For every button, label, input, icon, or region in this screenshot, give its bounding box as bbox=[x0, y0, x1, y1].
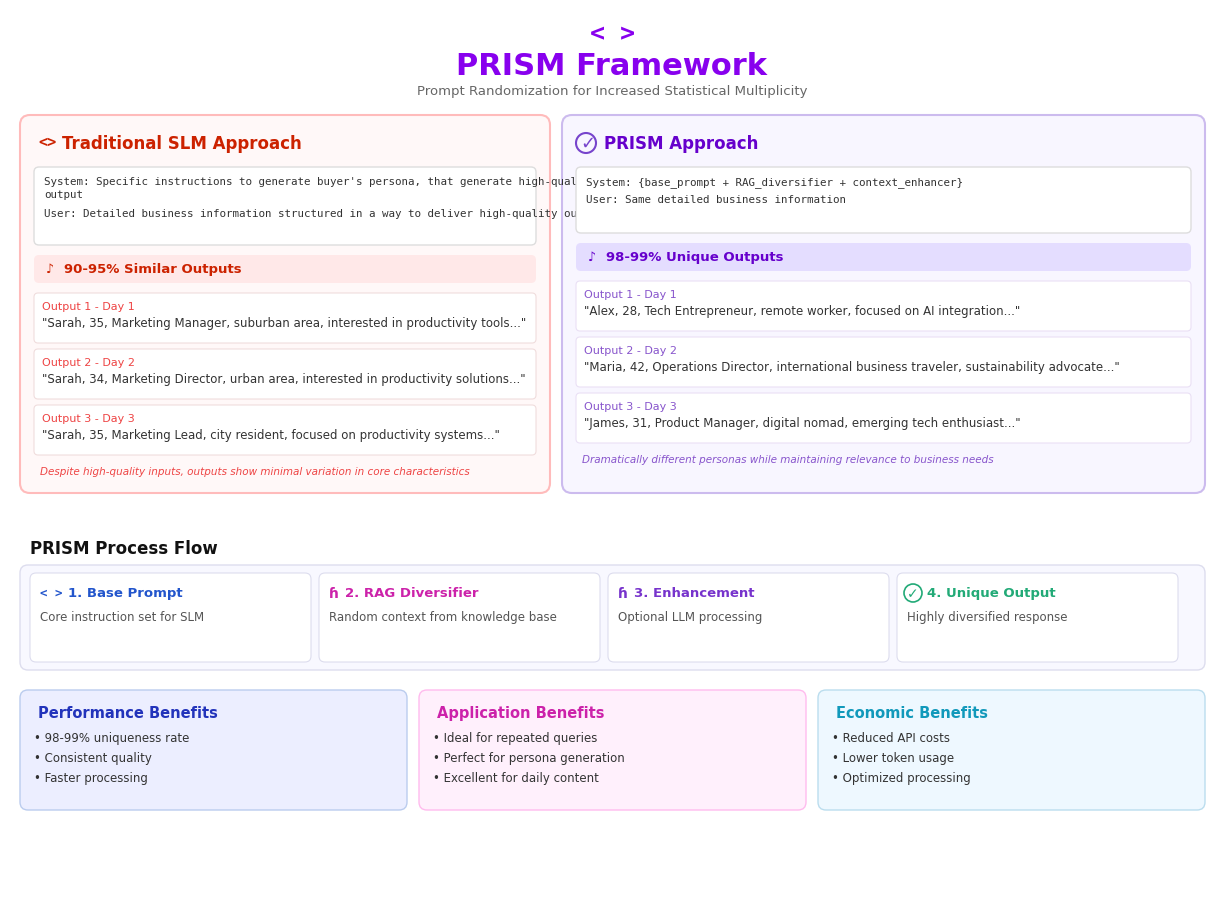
Text: User: Detailed business information structured in a way to deliver high-quality : User: Detailed business information stru… bbox=[44, 209, 603, 219]
Text: PRISM Approach: PRISM Approach bbox=[604, 135, 758, 153]
Text: "Sarah, 35, Marketing Lead, city resident, focused on productivity systems...": "Sarah, 35, Marketing Lead, city residen… bbox=[42, 429, 500, 442]
Text: Economic Benefits: Economic Benefits bbox=[835, 706, 989, 721]
FancyBboxPatch shape bbox=[29, 573, 311, 662]
FancyBboxPatch shape bbox=[576, 243, 1191, 271]
FancyBboxPatch shape bbox=[318, 573, 600, 662]
Text: System: Specific instructions to generate buyer's persona, that generate high-qu: System: Specific instructions to generat… bbox=[44, 177, 597, 187]
Text: "Sarah, 34, Marketing Director, urban area, interested in productivity solutions: "Sarah, 34, Marketing Director, urban ar… bbox=[42, 373, 526, 386]
Text: Output 1 - Day 1: Output 1 - Day 1 bbox=[584, 290, 676, 300]
FancyBboxPatch shape bbox=[576, 281, 1191, 331]
Text: ♪: ♪ bbox=[47, 263, 54, 275]
Text: • Perfect for persona generation: • Perfect for persona generation bbox=[432, 752, 625, 765]
FancyBboxPatch shape bbox=[20, 115, 550, 493]
Text: • Excellent for daily content: • Excellent for daily content bbox=[432, 772, 599, 785]
Text: Highly diversified response: Highly diversified response bbox=[906, 611, 1067, 624]
FancyBboxPatch shape bbox=[897, 573, 1178, 662]
Text: output: output bbox=[44, 190, 83, 200]
FancyBboxPatch shape bbox=[576, 167, 1191, 233]
Text: "Sarah, 35, Marketing Manager, suburban area, interested in productivity tools..: "Sarah, 35, Marketing Manager, suburban … bbox=[42, 317, 527, 330]
Text: User: Same detailed business information: User: Same detailed business information bbox=[586, 195, 846, 205]
Text: Output 3 - Day 3: Output 3 - Day 3 bbox=[42, 414, 135, 424]
Text: Optional LLM processing: Optional LLM processing bbox=[617, 611, 762, 624]
Text: ✓: ✓ bbox=[579, 135, 595, 153]
Text: 4. Unique Output: 4. Unique Output bbox=[927, 587, 1056, 600]
Text: 1. Base Prompt: 1. Base Prompt bbox=[69, 587, 183, 600]
FancyBboxPatch shape bbox=[34, 293, 537, 343]
Text: • Ideal for repeated queries: • Ideal for repeated queries bbox=[432, 732, 598, 745]
Text: • 98-99% uniqueness rate: • 98-99% uniqueness rate bbox=[34, 732, 190, 745]
Text: • Reduced API costs: • Reduced API costs bbox=[832, 732, 951, 745]
Text: System: {base_prompt + RAG_diversifier + context_enhancer}: System: {base_prompt + RAG_diversifier +… bbox=[586, 177, 963, 188]
Text: Output 2 - Day 2: Output 2 - Day 2 bbox=[42, 358, 135, 368]
Text: ɦ: ɦ bbox=[617, 587, 628, 601]
FancyBboxPatch shape bbox=[20, 690, 407, 810]
Text: 98-99% Unique Outputs: 98-99% Unique Outputs bbox=[606, 250, 784, 264]
Text: Traditional SLM Approach: Traditional SLM Approach bbox=[62, 135, 301, 153]
FancyBboxPatch shape bbox=[576, 337, 1191, 387]
FancyBboxPatch shape bbox=[20, 565, 1205, 670]
Text: "Maria, 42, Operations Director, international business traveler, sustainability: "Maria, 42, Operations Director, interna… bbox=[584, 361, 1120, 374]
Text: ɦ: ɦ bbox=[330, 587, 339, 601]
Text: Application Benefits: Application Benefits bbox=[437, 706, 604, 721]
Text: 90-95% Similar Outputs: 90-95% Similar Outputs bbox=[64, 263, 241, 275]
FancyBboxPatch shape bbox=[562, 115, 1205, 493]
Text: <>: <> bbox=[38, 135, 56, 150]
FancyBboxPatch shape bbox=[608, 573, 889, 662]
Text: 3. Enhancement: 3. Enhancement bbox=[635, 587, 755, 600]
FancyBboxPatch shape bbox=[34, 349, 537, 399]
FancyBboxPatch shape bbox=[34, 405, 537, 455]
Text: • Consistent quality: • Consistent quality bbox=[34, 752, 152, 765]
Text: Core instruction set for SLM: Core instruction set for SLM bbox=[40, 611, 205, 624]
FancyBboxPatch shape bbox=[34, 255, 537, 283]
Text: Prompt Randomization for Increased Statistical Multiplicity: Prompt Randomization for Increased Stati… bbox=[417, 85, 807, 98]
Text: Output 1 - Day 1: Output 1 - Day 1 bbox=[42, 302, 135, 312]
Text: • Optimized processing: • Optimized processing bbox=[832, 772, 970, 785]
Text: ✓: ✓ bbox=[906, 587, 919, 601]
Text: "James, 31, Product Manager, digital nomad, emerging tech enthusiast...": "James, 31, Product Manager, digital nom… bbox=[584, 417, 1020, 430]
Text: Dramatically different personas while maintaining relevance to business needs: Dramatically different personas while ma… bbox=[582, 455, 993, 465]
Text: PRISM Process Flow: PRISM Process Flow bbox=[29, 540, 218, 558]
FancyBboxPatch shape bbox=[576, 393, 1191, 443]
FancyBboxPatch shape bbox=[818, 690, 1205, 810]
Text: Performance Benefits: Performance Benefits bbox=[38, 706, 218, 721]
FancyBboxPatch shape bbox=[34, 167, 537, 245]
Text: Output 2 - Day 2: Output 2 - Day 2 bbox=[584, 346, 677, 356]
Text: ♪: ♪ bbox=[588, 250, 597, 264]
Text: Output 3 - Day 3: Output 3 - Day 3 bbox=[584, 402, 676, 412]
Text: < >: < > bbox=[40, 587, 62, 600]
FancyBboxPatch shape bbox=[419, 690, 806, 810]
Text: Despite high-quality inputs, outputs show minimal variation in core characterist: Despite high-quality inputs, outputs sho… bbox=[40, 467, 469, 477]
Text: • Lower token usage: • Lower token usage bbox=[832, 752, 954, 765]
Text: 2. RAG Diversifier: 2. RAG Diversifier bbox=[345, 587, 479, 600]
Text: Random context from knowledge base: Random context from knowledge base bbox=[330, 611, 557, 624]
Text: • Faster processing: • Faster processing bbox=[34, 772, 148, 785]
Text: < >: < > bbox=[589, 22, 635, 46]
Text: "Alex, 28, Tech Entrepreneur, remote worker, focused on AI integration...": "Alex, 28, Tech Entrepreneur, remote wor… bbox=[584, 305, 1020, 318]
Text: PRISM Framework: PRISM Framework bbox=[457, 52, 768, 81]
